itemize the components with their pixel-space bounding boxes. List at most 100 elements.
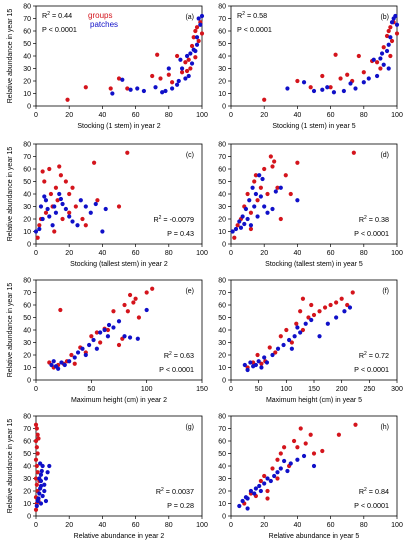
point-patches bbox=[237, 219, 242, 224]
point-patches bbox=[37, 226, 42, 232]
point-patches bbox=[242, 362, 247, 368]
point-patches bbox=[342, 309, 347, 314]
y-tick-label: 10 bbox=[23, 501, 31, 508]
x-tick-label: 0 bbox=[229, 250, 233, 257]
point-patches bbox=[253, 191, 258, 197]
point-patches bbox=[331, 90, 337, 95]
y-tick-label: 50 bbox=[23, 451, 31, 458]
y-tick-label: 60 bbox=[23, 166, 31, 173]
y-tick-label: 10 bbox=[218, 229, 226, 236]
point-groups bbox=[111, 309, 116, 314]
point-patches bbox=[70, 219, 75, 224]
y-tick-label: 40 bbox=[23, 53, 31, 60]
point-groups bbox=[57, 164, 62, 169]
point-patches bbox=[135, 336, 140, 341]
panel-label: (c) bbox=[186, 152, 194, 159]
y-tick-label: 80 bbox=[23, 277, 31, 284]
point-patches bbox=[311, 88, 317, 94]
point-groups bbox=[311, 451, 317, 456]
y-tick-label: 40 bbox=[218, 327, 226, 334]
y-tick-label: 30 bbox=[23, 340, 31, 347]
x-tick-label: 150 bbox=[196, 386, 208, 393]
point-patches bbox=[272, 473, 277, 479]
point-patches bbox=[102, 327, 107, 333]
point-groups bbox=[278, 451, 283, 456]
p-value-label: P = 0.28 bbox=[167, 501, 194, 510]
y-tick-label: 40 bbox=[218, 53, 226, 60]
point-patches bbox=[36, 496, 41, 501]
point-groups bbox=[270, 164, 275, 169]
point-patches bbox=[245, 506, 250, 511]
y-tick-label: 60 bbox=[218, 302, 226, 309]
point-patches bbox=[258, 194, 263, 199]
point-patches bbox=[389, 20, 395, 25]
point-groups bbox=[386, 28, 391, 34]
y-tick-label: 0 bbox=[222, 103, 226, 110]
x-axis-label: Stocking (1 stem) in year 5 bbox=[272, 123, 355, 130]
point-patches bbox=[93, 201, 98, 207]
point-patches bbox=[127, 335, 133, 340]
point-patches bbox=[166, 66, 171, 71]
point-groups bbox=[303, 441, 308, 446]
point-groups bbox=[394, 31, 400, 36]
point-patches bbox=[394, 22, 400, 27]
y-tick-label: 60 bbox=[23, 438, 31, 445]
point-patches bbox=[253, 362, 258, 368]
y-tick-label: 0 bbox=[222, 241, 226, 248]
y-tick-label: 50 bbox=[218, 315, 226, 322]
point-patches bbox=[256, 359, 261, 364]
point-groups bbox=[34, 463, 39, 469]
point-groups bbox=[328, 85, 333, 90]
x-tick-label: 50 bbox=[87, 386, 95, 393]
point-groups bbox=[308, 432, 313, 437]
point-groups bbox=[166, 72, 171, 77]
point-groups bbox=[60, 216, 65, 222]
point-patches bbox=[353, 86, 358, 91]
point-groups bbox=[345, 72, 350, 77]
y-tick-label: 50 bbox=[218, 451, 226, 458]
point-groups bbox=[248, 226, 254, 232]
point-patches bbox=[42, 194, 47, 199]
panel-d: 0 20 40 60 80 100 0 10 20 30 40 50 60 70 80 Stocking (t… bbox=[218, 141, 403, 268]
point-patches bbox=[242, 221, 247, 227]
r2-label: R2 = 0.0037 bbox=[156, 487, 194, 496]
point-patches bbox=[194, 42, 200, 47]
point-patches bbox=[248, 223, 254, 228]
x-tick-label: 20 bbox=[260, 112, 268, 119]
y-tick-label: 40 bbox=[23, 463, 31, 470]
point-groups bbox=[308, 85, 313, 90]
point-patches bbox=[285, 468, 290, 474]
panel-label: (b) bbox=[380, 14, 389, 21]
r2-label: R2 = 0.84 bbox=[359, 487, 389, 496]
point-patches bbox=[281, 342, 286, 348]
point-patches bbox=[230, 229, 235, 234]
point-patches bbox=[80, 346, 85, 351]
x-tick-label: 0 bbox=[34, 250, 38, 257]
y-tick-label: 70 bbox=[23, 290, 31, 297]
point-patches bbox=[72, 355, 77, 360]
point-groups bbox=[40, 169, 45, 174]
point-patches bbox=[325, 321, 330, 326]
point-groups bbox=[48, 191, 54, 197]
point-groups bbox=[36, 436, 41, 441]
x-tick-label: 50 bbox=[255, 386, 263, 393]
point-groups bbox=[33, 457, 39, 462]
point-patches bbox=[248, 360, 253, 365]
point-groups bbox=[265, 191, 270, 197]
point-patches bbox=[320, 87, 325, 92]
point-patches bbox=[189, 61, 195, 66]
point-groups bbox=[65, 97, 70, 102]
p-value-label: P < 0.0001 bbox=[354, 501, 389, 510]
point-patches bbox=[311, 463, 317, 469]
point-patches bbox=[348, 81, 353, 86]
x-tick-label: 60 bbox=[132, 522, 140, 529]
point-groups bbox=[67, 210, 72, 215]
point-patches bbox=[178, 57, 183, 62]
y-tick-label: 80 bbox=[23, 141, 31, 148]
point-patches bbox=[38, 461, 43, 466]
x-axis-label: Stocking (1 stem) in year 2 bbox=[77, 123, 160, 130]
point-patches bbox=[289, 346, 294, 351]
r2-label: R2 = 0.63 bbox=[164, 351, 194, 360]
point-groups bbox=[356, 53, 361, 59]
point-patches bbox=[194, 35, 200, 40]
